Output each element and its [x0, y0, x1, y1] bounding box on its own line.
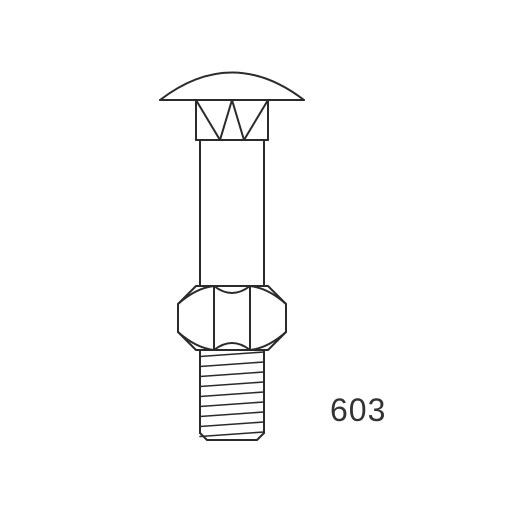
- carriage-bolt-diagram: [0, 0, 512, 512]
- part-number-label: 603: [330, 392, 386, 429]
